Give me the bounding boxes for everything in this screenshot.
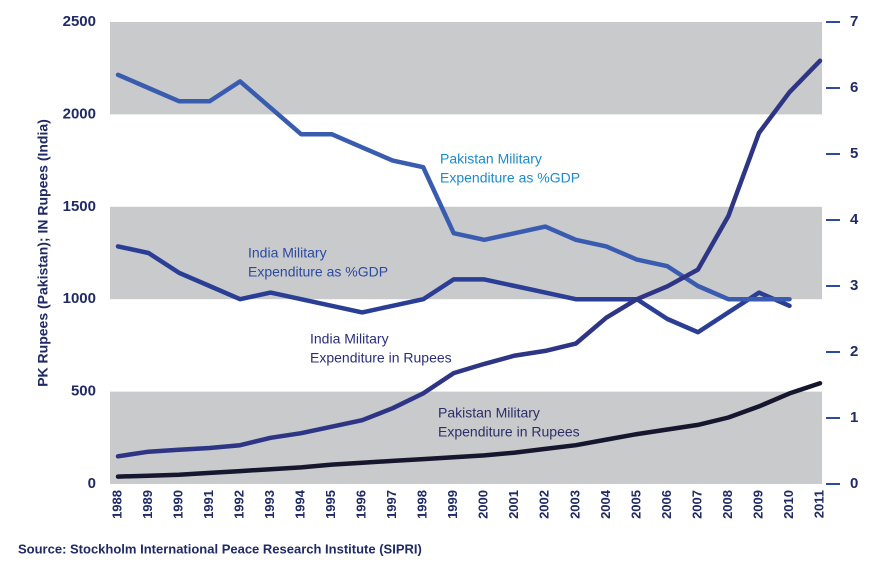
series-line (115, 72, 792, 302)
x-tick-label: 2008 (720, 490, 735, 519)
y2-tick-label: 7 (850, 13, 858, 30)
series-annotation: Pakistan Military (438, 405, 540, 421)
x-tick-label: 1994 (293, 489, 308, 519)
grid-band (110, 22, 822, 115)
series-line (115, 58, 823, 459)
y2-tick-label: 0 (850, 475, 858, 492)
x-tick-label: 1998 (415, 490, 430, 519)
series-annotation: India Military (248, 245, 327, 261)
series-annotation: Expenditure as %GDP (248, 264, 388, 280)
x-tick-label: 1999 (445, 490, 460, 519)
series-line (115, 381, 823, 479)
x-tick-label: 2009 (750, 490, 765, 519)
x-tick-label: 1989 (140, 490, 155, 519)
y-tick-label: 2500 (63, 13, 96, 30)
y2-tick-label: 5 (850, 145, 858, 162)
y-tick-label: 500 (71, 383, 96, 400)
x-tick-label: 2006 (659, 490, 674, 519)
x-tick-label: 1993 (262, 490, 277, 519)
y-tick-label: 1500 (63, 198, 96, 215)
y2-tick-label: 1 (850, 409, 858, 426)
x-tick-label: 1990 (170, 490, 185, 519)
series-annotation: Pakistan Military (440, 151, 542, 167)
y2-tick-label: 6 (850, 79, 858, 96)
x-tick-label: 2011 (811, 490, 826, 518)
x-tick-label: 1988 (109, 490, 124, 519)
y-tick-label: 1000 (63, 290, 96, 307)
x-tick-label: 1995 (323, 490, 338, 519)
grid-band (110, 391, 822, 484)
x-tick-label: 1996 (354, 490, 369, 519)
x-tick-label: 2010 (781, 490, 796, 519)
series-annotation: India Military (310, 331, 389, 347)
y-tick-label: 0 (88, 475, 96, 492)
x-tick-label: 2000 (476, 490, 491, 519)
grid-band (110, 206, 822, 300)
series-annotation: Expenditure in Rupees (438, 424, 580, 440)
x-tick-label: 2003 (567, 490, 582, 519)
series-line (115, 244, 792, 335)
y2-tick-label: 2 (850, 343, 858, 360)
y-tick-label: 2000 (63, 105, 96, 122)
y2-tick-label: 4 (850, 211, 859, 228)
x-tick-label: 2002 (537, 490, 552, 519)
x-tick-label: 2007 (689, 490, 704, 519)
x-tick-label: 2004 (598, 489, 613, 519)
series-annotation: Expenditure as %GDP (440, 170, 580, 186)
x-tick-label: 1991 (201, 490, 216, 519)
x-tick-label: 2005 (628, 490, 643, 519)
series-annotation: Expenditure in Rupees (310, 350, 452, 366)
source: Source: Stockholm International Peace Re… (18, 541, 422, 556)
x-tick-label: 1992 (232, 490, 247, 519)
y-axis-label: PK Rupees (Pakistan); IN Rupees (India) (35, 119, 51, 387)
y2-tick-label: 3 (850, 277, 858, 294)
x-tick-label: 2001 (506, 490, 521, 519)
x-tick-label: 1997 (384, 490, 399, 519)
